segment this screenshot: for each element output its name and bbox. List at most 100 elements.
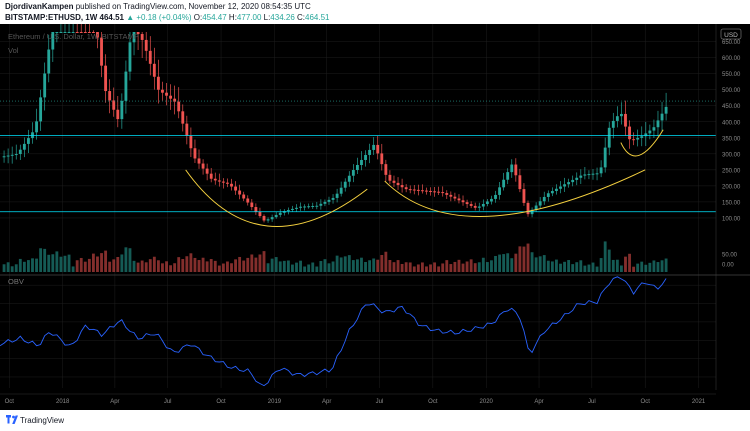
volume-bar (518, 246, 522, 272)
candle-body (518, 175, 522, 190)
volume-bar (571, 264, 575, 272)
volume-bar (230, 263, 233, 272)
y-tick-label: 400.00 (722, 120, 741, 126)
currency-badge-box[interactable] (720, 28, 742, 40)
volume-bar (108, 261, 112, 272)
price-chart[interactable]: 357.19119.40464.513d 16h 3M2M1M0-1M-2M 6… (0, 24, 750, 410)
volume-bar (485, 262, 489, 272)
volume-bar (217, 265, 221, 272)
candle-body (18, 149, 22, 155)
arc-drawing[interactable] (620, 129, 664, 157)
x-tick-label: Oct (428, 399, 438, 405)
candle-body (412, 189, 416, 191)
x-tick-label: Jul (164, 399, 172, 405)
candle-body (473, 205, 477, 208)
candle-body (148, 50, 152, 64)
volume-bar (481, 257, 485, 272)
candle-body (611, 120, 615, 128)
volume-bar (43, 248, 47, 272)
candle-body (461, 200, 465, 203)
volume-bar (96, 256, 99, 272)
arc-drawing[interactable] (384, 169, 646, 217)
candle-body (27, 138, 30, 144)
published-text: published on TradingView.com, November 1… (75, 2, 311, 11)
volume-bar (534, 257, 538, 272)
candle-body (425, 190, 428, 192)
volume-bar (355, 259, 359, 272)
volume-bar (522, 246, 526, 272)
volume-bar (14, 264, 18, 272)
candle-body (128, 42, 132, 72)
volume-bar (31, 258, 34, 272)
volume-bar (234, 259, 237, 272)
x-tick-label: Oct (641, 399, 651, 405)
tradingview-logo-icon[interactable] (6, 415, 18, 424)
candle-body (22, 143, 26, 150)
volume-bar (120, 254, 124, 272)
arc-drawing[interactable] (185, 169, 368, 227)
volume-bar (400, 263, 404, 272)
volume-bar (266, 263, 270, 272)
candle-body (514, 164, 518, 176)
obv-line (0, 276, 667, 387)
candle-body (96, 32, 99, 38)
currency-badge[interactable]: USD (724, 32, 738, 39)
volume-bar (445, 260, 449, 272)
volume-bar (542, 255, 546, 272)
candle-body (323, 201, 327, 204)
volume-tick-label: 0.00 (722, 263, 734, 269)
volume-bar (242, 260, 246, 272)
volume-bar (351, 260, 355, 272)
volume-bar (286, 260, 290, 272)
candle-body (71, 32, 75, 33)
x-tick-label: 2021 (692, 399, 706, 405)
candle-body (254, 207, 258, 212)
x-tick-label: Apr (322, 399, 331, 405)
candle-body (624, 113, 627, 127)
last-price: 464.51 (99, 13, 124, 22)
volume-bar (335, 255, 339, 272)
volume-bar (144, 262, 148, 272)
author-name[interactable]: DjordivanKampen (5, 2, 74, 11)
volume-bar (128, 248, 132, 272)
candle-body (136, 32, 140, 35)
volume-bar (169, 265, 173, 272)
volume-bar (213, 260, 217, 272)
candle-body (559, 186, 562, 189)
candle-body (63, 32, 67, 33)
volume-bar (299, 260, 302, 272)
chart-header: DjordivanKampen published on TradingView… (0, 0, 750, 24)
candle-body (10, 154, 14, 156)
candle-body (555, 188, 558, 192)
volume-bar (615, 259, 619, 272)
candle-body (91, 32, 95, 33)
candle-body (156, 76, 160, 90)
volume-bar (2, 264, 6, 272)
candle-body (250, 202, 254, 208)
symbol-name: BITSTAMP:ETHUSD, 1W (5, 13, 98, 22)
rounding-bottom-arcs[interactable] (185, 129, 664, 227)
candle-body (494, 194, 497, 199)
y-tick-label: 500.00 (722, 88, 741, 94)
price-axis-panel[interactable] (716, 24, 750, 410)
x-tick-label: Oct (5, 399, 15, 405)
volume-bar (136, 262, 140, 272)
volume-bar (591, 262, 595, 272)
candle-body (392, 180, 396, 183)
publisher-line: DjordivanKampen published on TradingView… (5, 2, 311, 11)
volume-bar (274, 257, 278, 272)
volume-bar (603, 241, 607, 272)
tradingview-brand[interactable]: TradingView (20, 416, 65, 425)
candle-body (262, 216, 266, 221)
volume-bar (360, 257, 363, 272)
candle-body (628, 126, 631, 140)
volume-bar (291, 264, 294, 272)
volume-bar (343, 256, 347, 272)
volume-bar (555, 259, 558, 272)
candle-body (575, 177, 579, 180)
candle-body (347, 175, 351, 182)
volume-bar (148, 259, 152, 272)
candle-body (416, 189, 420, 191)
volume-bar (18, 258, 22, 272)
volume-bar (563, 261, 566, 272)
